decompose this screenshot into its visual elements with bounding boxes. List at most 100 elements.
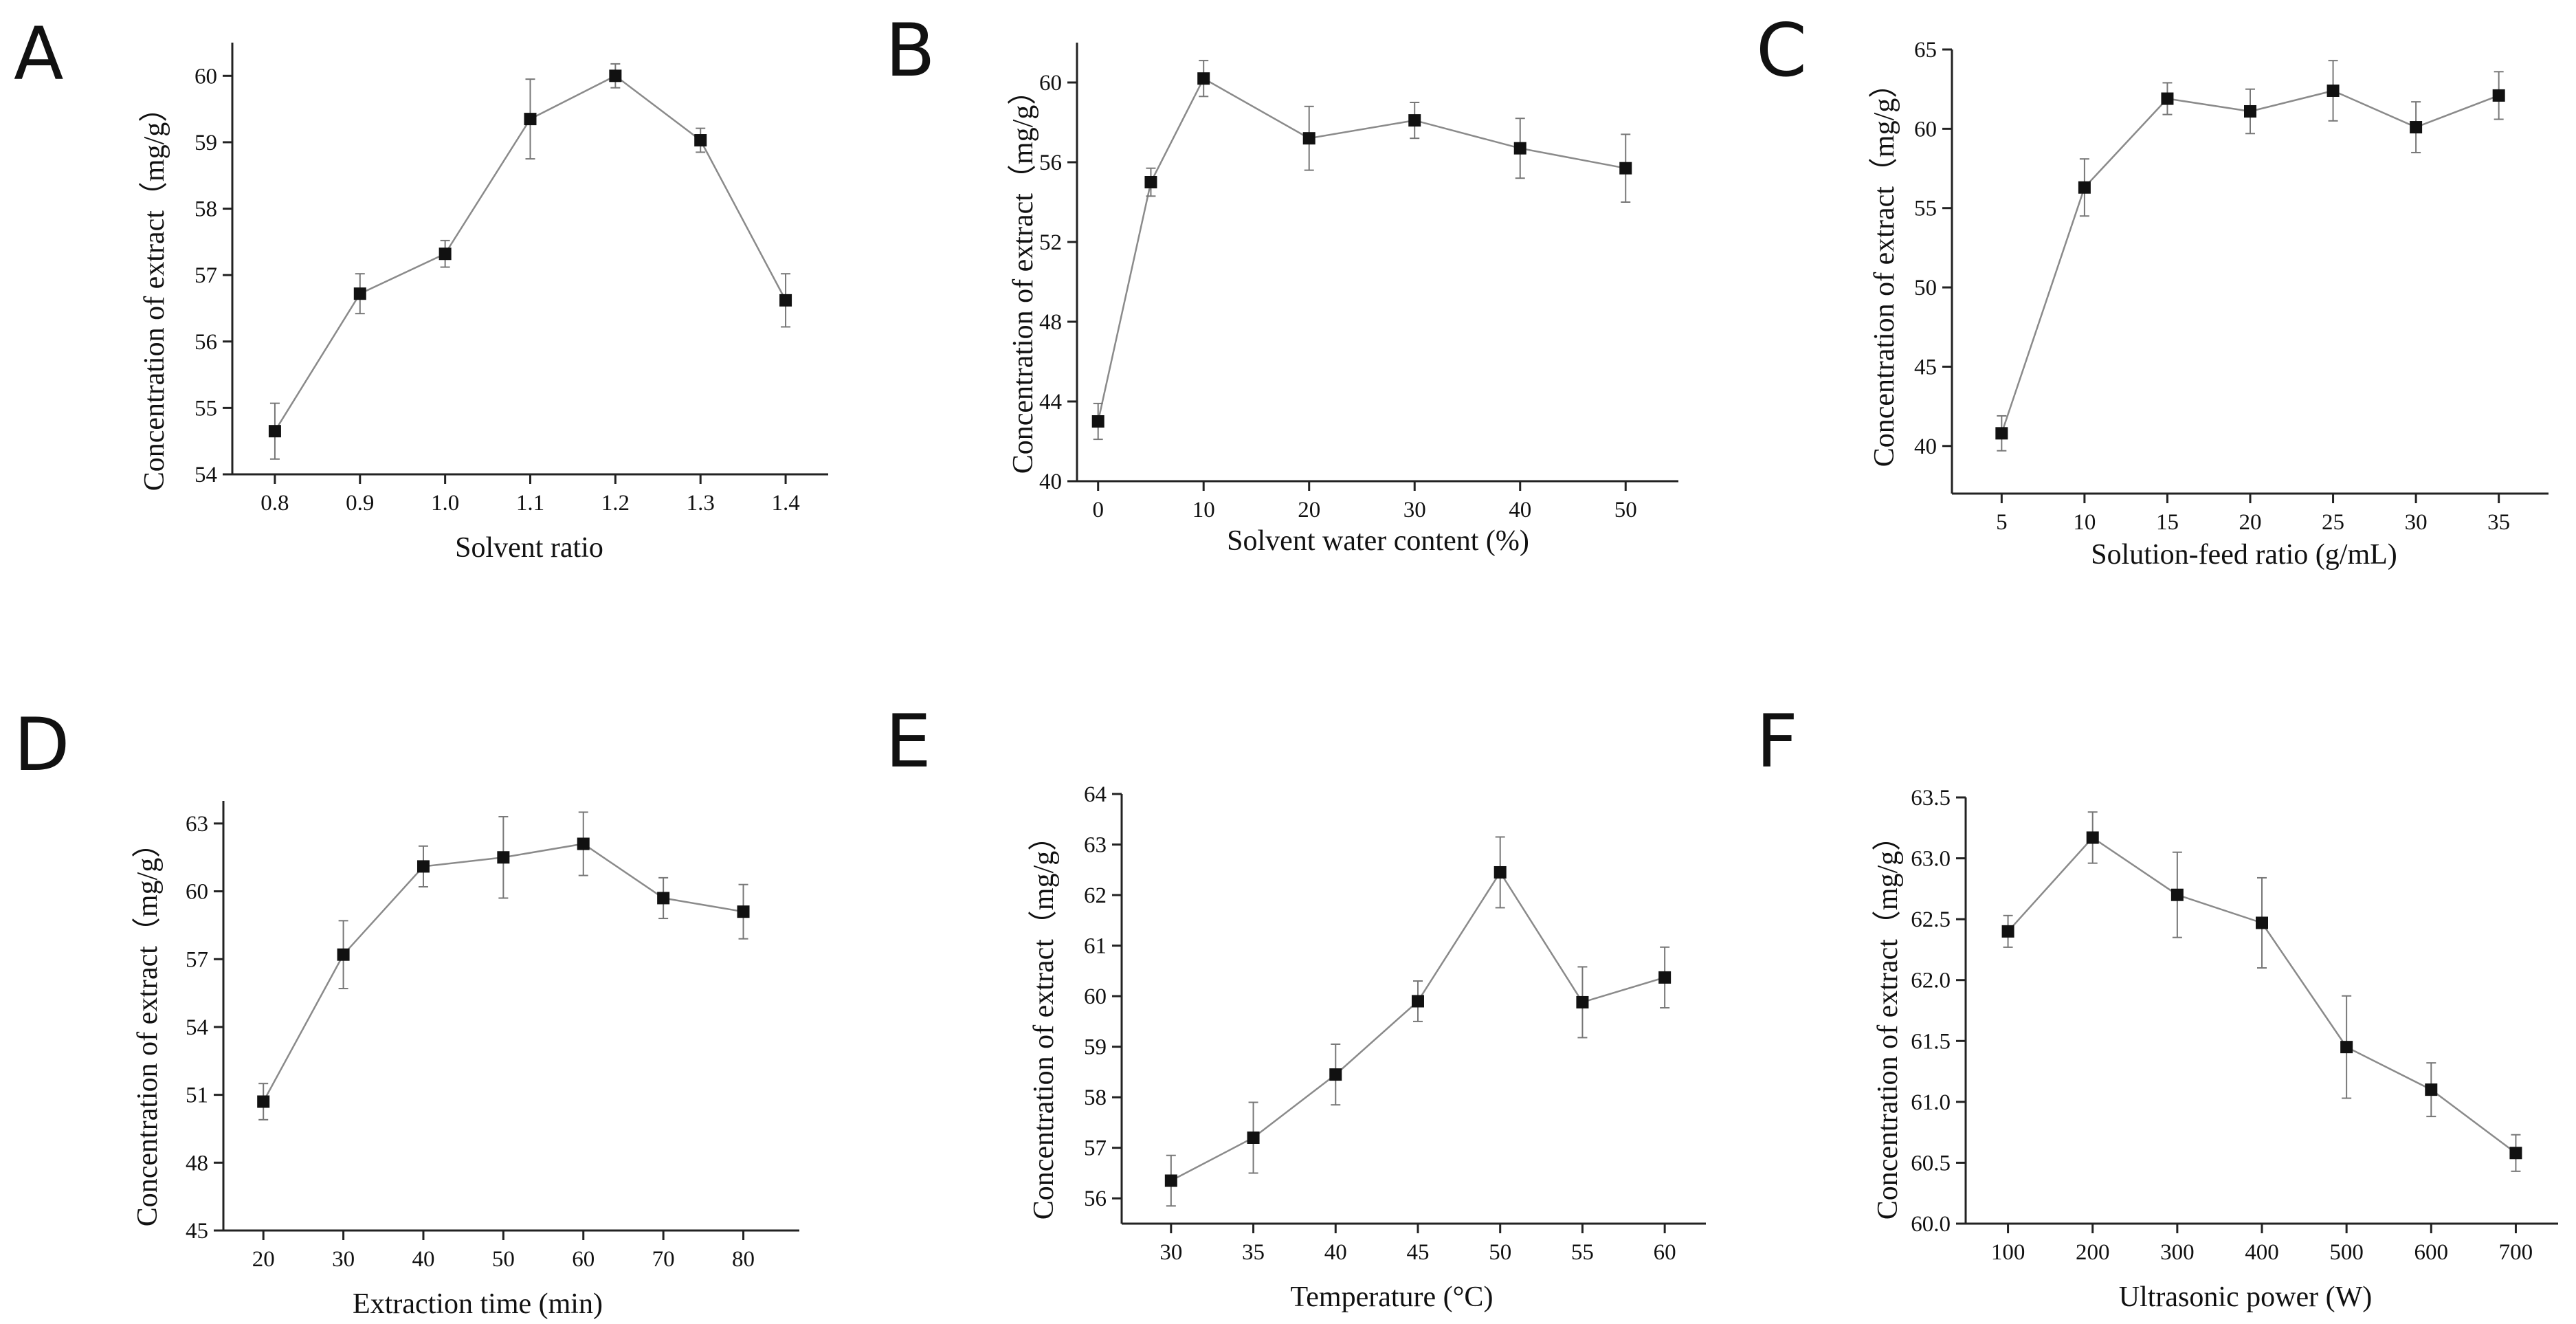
- panel-e: E Concentration of extract（mg/g） Tempera…: [885, 699, 1706, 1313]
- y-tick-label-a: 55: [195, 396, 217, 421]
- data-point-c: [2492, 89, 2505, 102]
- x-tick-label-d: 60: [572, 1247, 595, 1272]
- y-tick-label-f: 63.5: [1911, 786, 1951, 810]
- data-point-c: [1995, 427, 2008, 440]
- panel-a: A Concentration of extract（mg/g） Solvent…: [14, 12, 828, 564]
- panel-b: B Concentration of extract（mg/g） Solvent…: [885, 8, 1678, 557]
- panel-letter-d: D: [14, 703, 70, 787]
- x-tick-label-f: 200: [2076, 1240, 2110, 1265]
- y-tick-label-c: 55: [1914, 197, 1937, 221]
- panel-c: C Concentration of extract（mg/g） Solutio…: [1756, 8, 2549, 571]
- x-tick-label-d: 30: [332, 1247, 355, 1272]
- x-tick-label-c: 10: [2073, 510, 2096, 535]
- data-point-c: [2244, 104, 2256, 118]
- y-tick-label-d: 63: [186, 812, 208, 837]
- data-point-b: [1197, 72, 1210, 85]
- panel-letter-e: E: [885, 699, 931, 784]
- data-point-b: [1619, 162, 1632, 175]
- x-tick-label-e: 40: [1324, 1240, 1347, 1265]
- y-tick-label-e: 58: [1084, 1085, 1107, 1110]
- x-tick-label-b: 40: [1509, 498, 1531, 522]
- x-tick-label-b: 30: [1403, 498, 1426, 522]
- x-tick-label-a: 1.1: [516, 491, 544, 516]
- data-point-d: [737, 905, 750, 918]
- x-tick-label-d: 40: [412, 1247, 434, 1272]
- y-axis-label-a: Concentration of extract（mg/g）: [139, 93, 170, 492]
- y-tick-label-b: 48: [1039, 310, 1062, 335]
- y-axis-label-b: Concentration of extract（mg/g）: [1008, 76, 1039, 474]
- data-point-d: [417, 860, 430, 873]
- data-point-e: [1329, 1068, 1342, 1081]
- data-point-e: [1658, 971, 1672, 984]
- data-point-b: [1144, 176, 1157, 188]
- data-point-f: [2425, 1083, 2438, 1096]
- y-tick-label-c: 50: [1914, 276, 1937, 300]
- data-point-c: [2410, 121, 2423, 134]
- x-tick-label-d: 50: [492, 1247, 515, 1272]
- x-tick-label-d: 80: [732, 1247, 755, 1272]
- data-point-d: [257, 1095, 270, 1108]
- panel-d: D Concentration of extract（mg/g） Extract…: [14, 703, 799, 1320]
- y-tick-label-d: 57: [186, 947, 208, 972]
- x-tick-label-f: 600: [2414, 1240, 2449, 1265]
- x-tick-label-a: 0.9: [346, 491, 374, 516]
- x-tick-label-c: 30: [2405, 510, 2428, 535]
- data-point-c: [2327, 84, 2340, 97]
- data-point-a: [438, 247, 452, 261]
- data-point-a: [779, 294, 792, 307]
- data-point-f: [2256, 916, 2268, 929]
- y-tick-label-f: 60.5: [1911, 1151, 1951, 1176]
- x-tick-label-b: 10: [1192, 498, 1215, 522]
- y-tick-label-e: 61: [1084, 934, 1107, 959]
- y-tick-label-e: 63: [1084, 833, 1107, 858]
- y-tick-label-d: 51: [186, 1083, 208, 1108]
- data-point-a: [353, 287, 366, 300]
- y-tick-label-b: 40: [1039, 470, 1062, 494]
- y-tick-label-b: 60: [1039, 71, 1062, 96]
- y-tick-label-e: 59: [1084, 1035, 1107, 1060]
- y-axis-label-f: Concentration of extract（mg/g）: [1872, 822, 1904, 1220]
- y-tick-label-f: 62.5: [1911, 907, 1951, 932]
- x-tick-label-e: 60: [1654, 1240, 1676, 1265]
- x-tick-label-e: 55: [1571, 1240, 1594, 1265]
- panel-letter-c: C: [1756, 8, 1807, 93]
- x-tick-label-f: 400: [2245, 1240, 2279, 1265]
- data-point-d: [337, 948, 350, 961]
- data-point-f: [2340, 1041, 2353, 1054]
- x-tick-label-e: 30: [1159, 1240, 1182, 1265]
- panel-letter-f: F: [1756, 699, 1798, 784]
- y-tick-label-a: 57: [195, 263, 217, 288]
- x-tick-label-b: 20: [1298, 498, 1320, 522]
- panel-f: F Concentration of extract（mg/g） Ultraso…: [1756, 699, 2558, 1313]
- data-point-b: [1513, 142, 1526, 155]
- y-tick-label-b: 52: [1039, 230, 1062, 255]
- y-tick-label-f: 60.0: [1911, 1212, 1951, 1237]
- data-point-e: [1164, 1174, 1177, 1187]
- x-tick-label-f: 500: [2329, 1240, 2364, 1265]
- y-tick-label-d: 48: [186, 1151, 208, 1176]
- data-point-a: [268, 425, 281, 438]
- y-tick-label-d: 60: [186, 880, 208, 905]
- y-tick-label-e: 56: [1084, 1187, 1107, 1211]
- x-axis-label-d: Extraction time (min): [353, 1288, 603, 1320]
- x-tick-label-c: 25: [2322, 510, 2344, 535]
- x-tick-label-a: 1.4: [771, 491, 799, 516]
- data-point-c: [2161, 92, 2174, 105]
- y-tick-label-a: 58: [195, 197, 217, 222]
- x-tick-label-d: 20: [252, 1247, 275, 1272]
- y-tick-label-a: 54: [195, 463, 217, 487]
- data-point-c: [2078, 181, 2091, 194]
- x-tick-label-f: 700: [2499, 1240, 2533, 1265]
- data-point-e: [1494, 865, 1507, 879]
- series-line-c: [2001, 89, 2500, 434]
- data-point-d: [577, 837, 590, 850]
- data-point-e: [1411, 995, 1424, 1008]
- y-tick-label-e: 60: [1084, 984, 1107, 1009]
- y-axis-label-c: Concentration of extract（mg/g）: [1869, 69, 1900, 467]
- data-point-f: [2001, 925, 2014, 938]
- data-point-f: [2170, 888, 2184, 901]
- x-axis-label-e: Temperature (°C): [1291, 1281, 1494, 1313]
- x-tick-label-f: 300: [2160, 1240, 2195, 1265]
- data-point-e: [1247, 1132, 1260, 1144]
